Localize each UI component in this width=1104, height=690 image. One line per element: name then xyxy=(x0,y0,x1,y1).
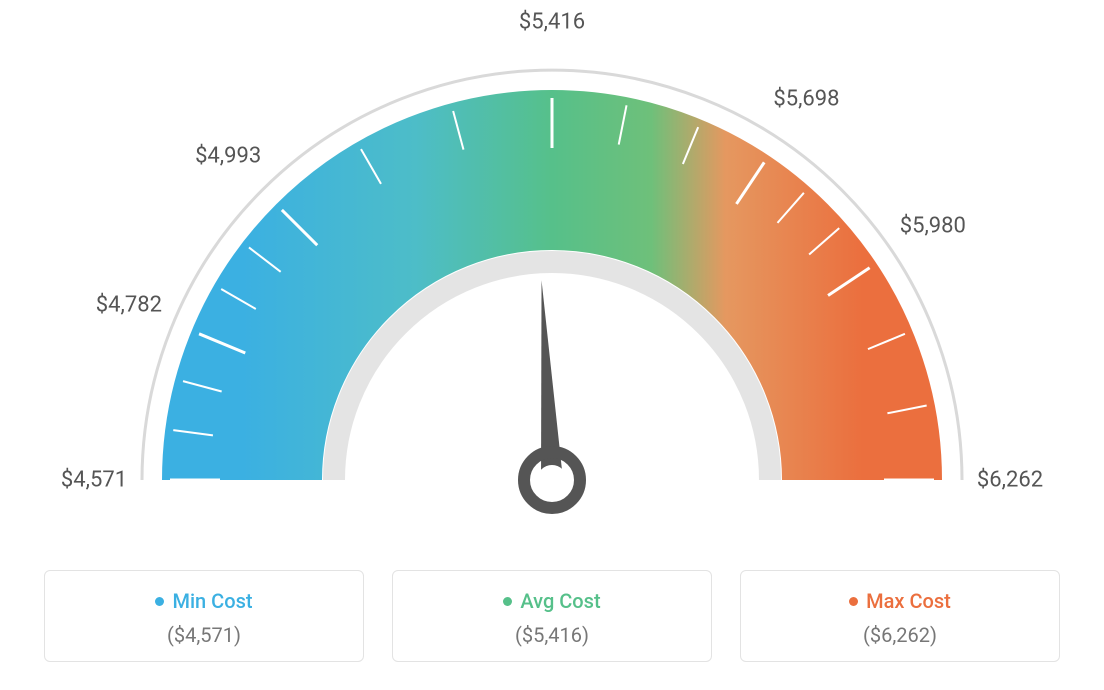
legend-title-min: Min Cost xyxy=(155,589,252,613)
legend-card-max: Max Cost ($6,262) xyxy=(740,570,1060,662)
gauge-tick-label: $4,993 xyxy=(195,144,261,169)
gauge-tick-label: $5,980 xyxy=(900,213,966,238)
gauge-chart: $4,571 $4,782 $4,993 $5,416 $5,698 $5,980 $6,2… xyxy=(0,0,1104,560)
legend-label-min: Min Cost xyxy=(172,589,252,613)
gauge-tick-label: $5,698 xyxy=(773,87,839,112)
legend-label-avg: Avg Cost xyxy=(520,589,600,613)
gauge-svg xyxy=(0,0,1104,560)
gauge-tick-label: $4,571 xyxy=(61,468,127,493)
legend-value-max: ($6,262) xyxy=(753,623,1047,647)
legend-value-min: ($4,571) xyxy=(57,623,351,647)
gauge-tick-label: $4,782 xyxy=(96,292,162,317)
legend-card-avg: Avg Cost ($5,416) xyxy=(392,570,712,662)
legend-title-max: Max Cost xyxy=(849,589,951,613)
legend-dot-avg xyxy=(503,597,512,606)
legend-title-avg: Avg Cost xyxy=(503,589,600,613)
legend-label-max: Max Cost xyxy=(866,589,951,613)
legend-card-min: Min Cost ($4,571) xyxy=(44,570,364,662)
legend-row: Min Cost ($4,571) Avg Cost ($5,416) Max … xyxy=(0,570,1104,662)
legend-dot-max xyxy=(849,597,858,606)
legend-value-avg: ($5,416) xyxy=(405,623,699,647)
gauge-tick-label: $5,416 xyxy=(519,10,585,35)
gauge-tick-label: $6,262 xyxy=(977,468,1043,493)
legend-dot-min xyxy=(155,597,164,606)
